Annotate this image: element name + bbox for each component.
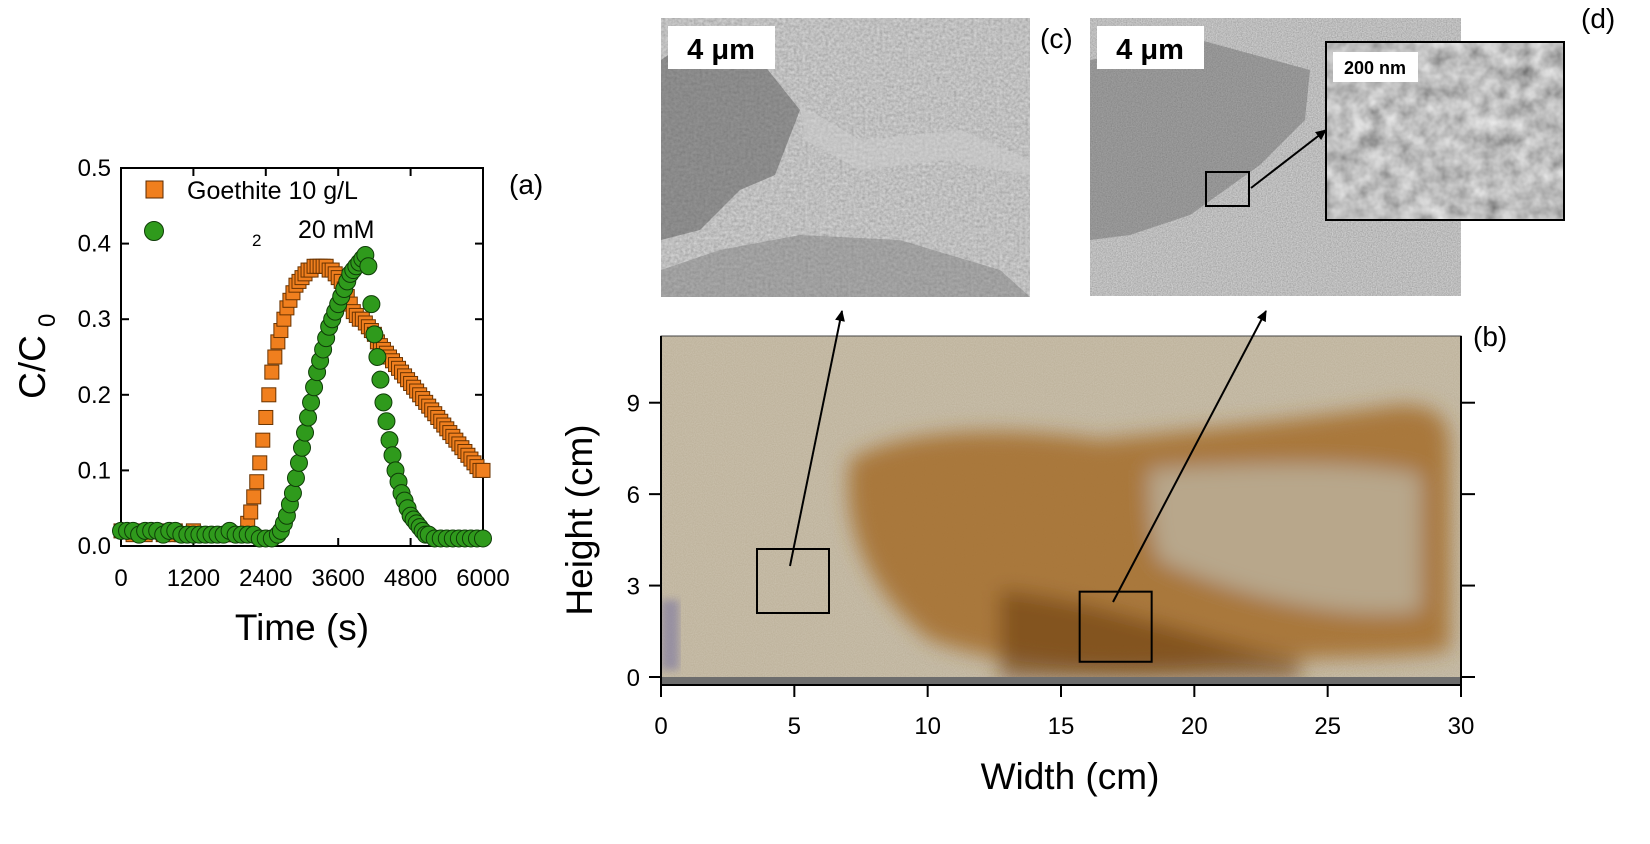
stain-plume — [848, 405, 1450, 680]
chart-b-x-tick-label: 20 — [1181, 713, 1208, 740]
chart-a: 0.0 0.1 0.2 0.3 0.4 0.5 0 1200 2400 3600 4800 6000… — [12, 155, 543, 648]
micrograph-c-scale-box — [668, 26, 775, 69]
micrograph-right-zoom-box — [1205, 171, 1250, 207]
region-box-2 — [1078, 590, 1153, 663]
data-point-goethite — [264, 364, 280, 380]
data-point-cacl2 — [283, 484, 302, 503]
data-point-cacl2 — [362, 295, 381, 314]
chart-a-frame — [120, 167, 484, 547]
micrograph-c: 4 μm (c) — [661, 18, 1073, 297]
data-point-cacl2 — [293, 438, 311, 457]
micrograph-right-scale-box — [1097, 26, 1204, 69]
chart-b-y-tick-label: 3 — [627, 574, 640, 601]
y-tick-label: 0.0 — [78, 533, 111, 560]
panel-label-d: (d) — [1581, 3, 1615, 34]
micrograph-d-scale: 200 nm — [1344, 58, 1406, 78]
micrograph-c-ridge — [800, 105, 1030, 175]
chart-b-x-tick-label: 5 — [788, 713, 801, 740]
y-tick-label: 0.2 — [78, 382, 111, 409]
data-point-goethite — [261, 387, 277, 403]
y-tick-label: 0.4 — [78, 231, 111, 258]
chart-b-x-tick-label: 10 — [914, 713, 941, 740]
data-point-cacl2 — [302, 393, 321, 412]
chart-a-y-title: C/C 0 — [12, 314, 61, 399]
data-point-cacl2 — [286, 468, 305, 487]
legend-goethite-label: Goethite 10 g/L — [187, 177, 358, 205]
data-point-cacl2 — [296, 423, 315, 442]
zoom-arrow — [1250, 129, 1327, 189]
inlet-strip — [661, 600, 679, 670]
panel-label-b: (b) — [1473, 321, 1507, 352]
data-point-cacl2 — [289, 453, 308, 472]
series-cacl2 — [112, 245, 492, 548]
micrograph-c-scale: 4 μm — [687, 34, 755, 66]
chart-b-y-title: Height (cm) — [559, 424, 600, 615]
micrograph-c-lower-face — [661, 235, 1030, 297]
x-tick-label: 6000 — [456, 565, 509, 592]
data-point-cacl2 — [383, 446, 402, 465]
y-tick-label: 0.1 — [78, 457, 111, 484]
micrograph-right-scale: 4 μm — [1116, 34, 1184, 66]
legend-goethite-marker — [145, 180, 164, 199]
data-point-cacl2 — [365, 325, 384, 344]
chart-b-x-tick-label: 0 — [654, 713, 667, 740]
legend-cacl2-concentration: 20 mM — [298, 216, 374, 244]
series-goethite — [113, 258, 491, 543]
chart-a-x-axis: 0 1200 2400 3600 4800 6000 — [114, 168, 510, 592]
data-point-cacl2 — [368, 348, 387, 366]
chart-b-axes: 0 5 10 15 20 25 30 0 3 6 9 — [627, 336, 1475, 740]
arrow-region-right — [1112, 310, 1267, 603]
data-point-cacl2 — [380, 431, 399, 450]
arrow-region-c — [789, 310, 845, 567]
micrograph-d-scale-box — [1333, 52, 1418, 82]
sand-tank-photo — [661, 336, 1461, 685]
tank-bottom — [661, 677, 1461, 685]
chart-b-y-tick-label: 6 — [627, 482, 640, 509]
micrograph-d: 200 nm — [1325, 41, 1565, 221]
data-point-cacl2 — [374, 393, 393, 412]
x-tick-label: 0 — [114, 565, 127, 592]
panel-label-a: (a) — [509, 169, 543, 200]
micrograph-c-shadow-face — [661, 40, 800, 240]
micrograph-right-dark-region — [1090, 40, 1310, 240]
data-point-cacl2 — [474, 529, 492, 548]
chart-b-x-title: Width (cm) — [981, 756, 1160, 797]
data-point-goethite — [249, 474, 265, 490]
micrograph-right: 4 μm 200 nm (d) — [1090, 3, 1615, 296]
data-point-cacl2 — [299, 408, 318, 427]
panel-label-c: (c) — [1040, 23, 1073, 54]
chart-b-x-tick-label: 15 — [1048, 713, 1075, 740]
legend: Goethite 10 g/L 2 20 mM — [144, 177, 374, 250]
chart-b-x-tick-label: 25 — [1314, 713, 1341, 740]
chart-a-y-axis: 0.0 0.1 0.2 0.3 0.4 0.5 — [78, 155, 483, 560]
data-point-goethite — [246, 489, 262, 505]
data-point-goethite — [252, 455, 268, 471]
data-point-goethite — [255, 432, 271, 448]
x-tick-label: 1200 — [167, 565, 220, 592]
chart-a-y-title-main: C/C — [12, 335, 53, 399]
x-tick-label: 4800 — [384, 565, 437, 592]
chart-a-x-title: Time (s) — [235, 607, 369, 648]
data-point-cacl2 — [371, 370, 390, 389]
x-tick-label: 3600 — [312, 565, 365, 592]
chart-b-y-tick-label: 9 — [627, 391, 640, 418]
legend-cacl2-subscript: 2 — [252, 231, 261, 250]
data-point-goethite — [267, 349, 283, 365]
legend-cacl2-marker — [144, 221, 164, 241]
micrograph-d-border — [1325, 41, 1565, 221]
data-point-cacl2 — [359, 257, 378, 276]
y-tick-label: 0.3 — [78, 306, 111, 333]
chart-b-y-tick-label: 0 — [627, 665, 640, 692]
y-tick-label: 0.5 — [78, 155, 111, 182]
data-point-goethite — [258, 409, 274, 425]
chart-a-y-title-sub: 0 — [34, 314, 61, 327]
x-tick-label: 2400 — [239, 565, 292, 592]
data-point-goethite — [475, 462, 491, 478]
data-point-cacl2 — [377, 412, 396, 431]
data-point-cacl2 — [305, 378, 324, 397]
data-point-goethite — [243, 504, 259, 520]
chart-b-x-tick-label: 30 — [1448, 713, 1475, 740]
